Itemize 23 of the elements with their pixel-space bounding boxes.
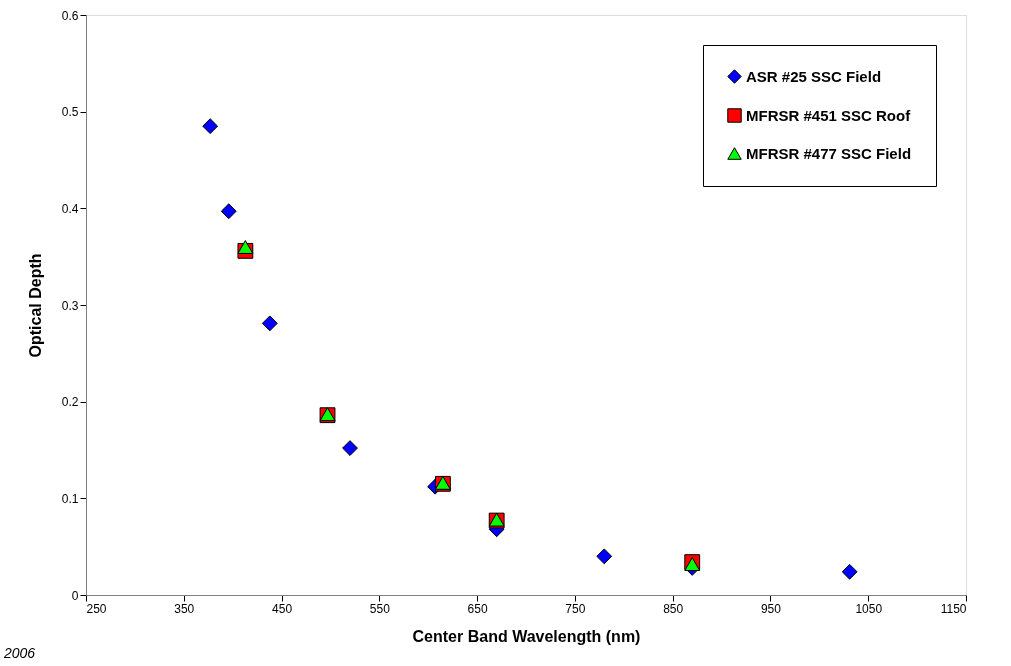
legend-label: ASR #25 SSC Field bbox=[746, 67, 882, 85]
x-tick-label: 650 bbox=[467, 601, 488, 616]
y-tick-label: 0.4 bbox=[61, 201, 79, 216]
text: 2006 bbox=[3, 645, 36, 661]
x-tick-label: 350 bbox=[174, 601, 195, 616]
x-tick-label: 1050 bbox=[855, 601, 883, 616]
legend-label: MFRSR #477 SSC Field bbox=[746, 144, 912, 162]
y-tick-label: 0.2 bbox=[61, 395, 79, 410]
x-tick-label: 850 bbox=[663, 601, 684, 616]
y-tick-label: 0 bbox=[71, 588, 79, 603]
y-tick-label: 0.5 bbox=[61, 105, 79, 120]
legend-label: MFRSR #451 SSC Roof bbox=[746, 106, 912, 124]
y-tick-label: 0.3 bbox=[61, 298, 79, 313]
x-tick-label: 250 bbox=[86, 601, 107, 616]
x-tick-label: 750 bbox=[565, 601, 586, 616]
y-tick-label: 0.1 bbox=[61, 491, 79, 506]
x-tick-label: 950 bbox=[760, 601, 782, 616]
y-tick-label: 0.6 bbox=[61, 8, 79, 23]
x-axis-title: Center Band Wavelength (nm) bbox=[412, 627, 641, 645]
x-tick-label: 550 bbox=[369, 601, 391, 616]
x-tick-label: 450 bbox=[272, 601, 293, 616]
x-tick-label: 1150 bbox=[940, 601, 967, 616]
y-axis-title: Optical Depth bbox=[26, 253, 44, 358]
